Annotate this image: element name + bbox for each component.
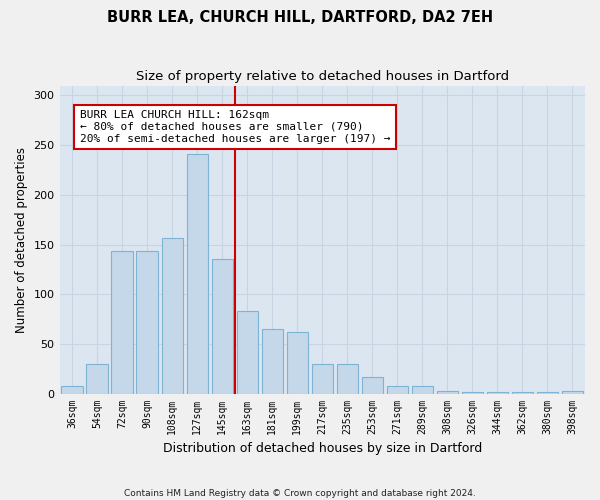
X-axis label: Distribution of detached houses by size in Dartford: Distribution of detached houses by size …	[163, 442, 482, 455]
Bar	[112, 252, 133, 394]
Text: Contains HM Land Registry data © Crown copyright and database right 2024.: Contains HM Land Registry data © Crown c…	[124, 488, 476, 498]
Text: BURR LEA, CHURCH HILL, DARTFORD, DA2 7EH: BURR LEA, CHURCH HILL, DARTFORD, DA2 7EH	[107, 10, 493, 25]
Bar	[161, 238, 183, 394]
Bar	[537, 392, 558, 394]
Bar	[136, 252, 158, 394]
Bar	[562, 390, 583, 394]
Bar	[287, 332, 308, 394]
Title: Size of property relative to detached houses in Dartford: Size of property relative to detached ho…	[136, 70, 509, 83]
Bar	[236, 311, 258, 394]
Bar	[462, 392, 483, 394]
Y-axis label: Number of detached properties: Number of detached properties	[15, 146, 28, 332]
Bar	[512, 392, 533, 394]
Bar	[212, 260, 233, 394]
Bar	[61, 386, 83, 394]
Bar	[86, 364, 108, 394]
Bar	[311, 364, 333, 394]
Text: BURR LEA CHURCH HILL: 162sqm
← 80% of detached houses are smaller (790)
20% of s: BURR LEA CHURCH HILL: 162sqm ← 80% of de…	[80, 110, 390, 144]
Bar	[437, 390, 458, 394]
Bar	[387, 386, 408, 394]
Bar	[412, 386, 433, 394]
Bar	[337, 364, 358, 394]
Bar	[362, 376, 383, 394]
Bar	[487, 392, 508, 394]
Bar	[187, 154, 208, 394]
Bar	[262, 329, 283, 394]
